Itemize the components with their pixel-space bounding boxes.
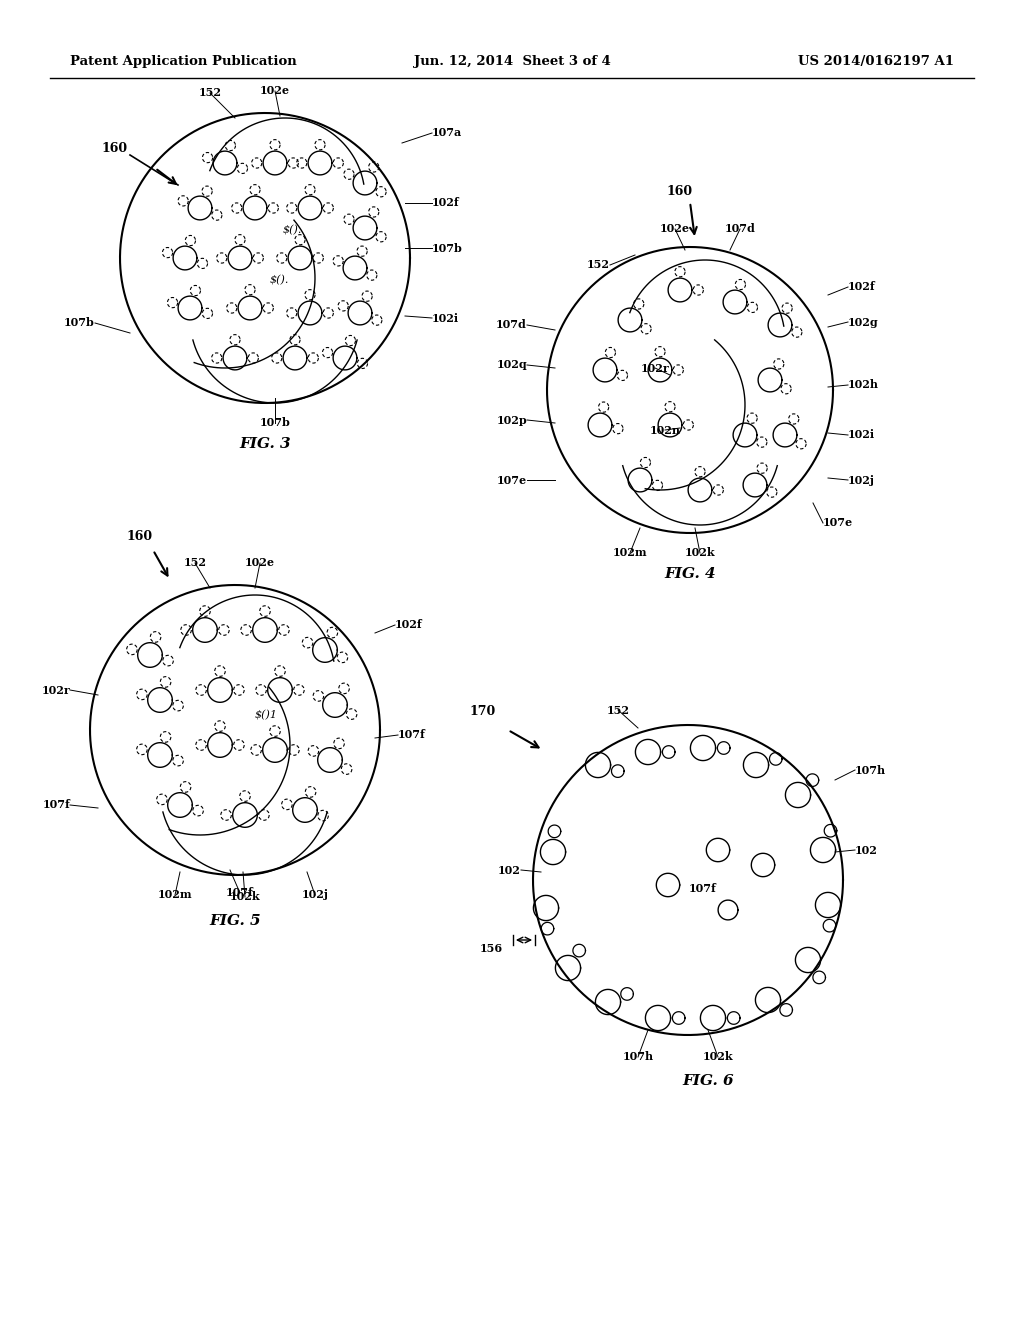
Text: 160: 160: [127, 531, 153, 543]
Text: FIG. 3: FIG. 3: [240, 437, 291, 451]
Text: 107f: 107f: [398, 730, 426, 741]
Text: 107f: 107f: [689, 883, 717, 894]
Text: 102k: 102k: [685, 548, 716, 558]
Text: 152: 152: [183, 557, 207, 569]
Text: 102f: 102f: [848, 281, 876, 293]
Text: 107b: 107b: [432, 243, 463, 253]
Text: 107d: 107d: [496, 319, 527, 330]
Text: 102j: 102j: [848, 474, 874, 486]
Text: 152: 152: [587, 260, 610, 271]
Text: 152: 152: [199, 87, 221, 99]
Text: $().: $().: [270, 275, 290, 285]
Text: 102g: 102g: [848, 317, 879, 327]
Text: FIG. 6: FIG. 6: [682, 1074, 734, 1088]
Text: $()1: $()1: [255, 710, 278, 721]
Text: 107d: 107d: [725, 223, 756, 235]
Text: 107e: 107e: [823, 517, 853, 528]
Text: 102f: 102f: [395, 619, 423, 631]
Text: 102k: 102k: [702, 1052, 733, 1063]
Text: 102j: 102j: [301, 890, 329, 900]
Text: 102: 102: [498, 865, 521, 875]
Text: 102q: 102q: [497, 359, 527, 371]
Text: 102: 102: [855, 845, 878, 855]
Text: 107b: 107b: [259, 417, 291, 429]
Text: 102k: 102k: [229, 891, 260, 903]
Text: 107h: 107h: [855, 764, 886, 776]
Text: 102m: 102m: [612, 548, 647, 558]
Text: 102r: 102r: [641, 363, 670, 374]
Text: 102e: 102e: [660, 223, 690, 235]
Text: 156: 156: [480, 942, 503, 953]
Text: 170: 170: [470, 705, 496, 718]
Text: Patent Application Publication: Patent Application Publication: [70, 55, 297, 69]
Text: 160: 160: [102, 141, 128, 154]
Text: US 2014/0162197 A1: US 2014/0162197 A1: [798, 55, 954, 69]
Text: 102i: 102i: [848, 429, 876, 441]
Text: 107f: 107f: [226, 887, 254, 899]
Text: 102f: 102f: [432, 198, 460, 209]
Text: $().: $().: [283, 224, 302, 235]
Text: 102p: 102p: [497, 414, 527, 425]
Text: 160: 160: [667, 185, 693, 198]
Text: 152: 152: [606, 705, 630, 715]
Text: 107h: 107h: [623, 1052, 653, 1063]
Text: FIG. 5: FIG. 5: [209, 913, 261, 928]
Text: 102m: 102m: [158, 890, 193, 900]
Text: 107e: 107e: [497, 474, 527, 486]
Text: 107a: 107a: [432, 128, 462, 139]
Text: 107f: 107f: [42, 800, 70, 810]
Text: 102n: 102n: [649, 425, 681, 436]
Text: 102e: 102e: [245, 557, 275, 569]
Text: 102i: 102i: [432, 313, 459, 323]
Text: 107b: 107b: [65, 318, 95, 329]
Text: FIG. 4: FIG. 4: [665, 568, 716, 581]
Text: 102e: 102e: [260, 86, 290, 96]
Text: Jun. 12, 2014  Sheet 3 of 4: Jun. 12, 2014 Sheet 3 of 4: [414, 55, 610, 69]
Text: 102h: 102h: [848, 380, 879, 391]
Text: 102r: 102r: [41, 685, 70, 696]
